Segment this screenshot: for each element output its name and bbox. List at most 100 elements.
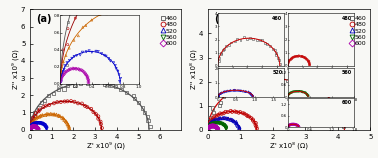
Point [98, 120, 104, 123]
Point [42, 125, 48, 127]
Point [39, 101, 45, 104]
Point [32, 118, 38, 121]
Text: (b): (b) [214, 14, 231, 24]
Point [34, 126, 40, 129]
Point [34, 116, 40, 118]
Point [43, 126, 49, 128]
Point [27, 125, 33, 128]
Point [222, 125, 228, 127]
Point [334, 102, 340, 105]
Point [206, 126, 212, 128]
Point [324, 93, 330, 96]
Point [232, 110, 238, 113]
Point [28, 125, 34, 128]
Point [253, 122, 259, 124]
Point [205, 128, 211, 130]
Point [28, 122, 34, 125]
Point [233, 111, 239, 113]
Point [109, 84, 115, 86]
Point [36, 110, 42, 113]
Point [209, 125, 215, 127]
Point [64, 100, 70, 103]
Point [28, 127, 34, 129]
Point [207, 124, 213, 127]
Point [35, 128, 41, 131]
Point [220, 95, 226, 98]
Point [41, 124, 47, 126]
Point [284, 79, 290, 82]
Point [29, 126, 35, 128]
Point [29, 120, 35, 123]
Point [231, 120, 237, 122]
Point [45, 94, 51, 97]
Point [34, 127, 40, 129]
Point [68, 100, 74, 102]
Point [205, 119, 211, 122]
Point [29, 123, 35, 125]
Point [208, 125, 214, 127]
Point [118, 88, 124, 91]
Point [209, 125, 215, 128]
Point [32, 125, 38, 128]
Point [43, 126, 49, 129]
Point [229, 111, 235, 113]
Point [218, 122, 224, 125]
Point [31, 125, 37, 128]
Point [29, 124, 36, 126]
Point [210, 117, 216, 119]
Point [213, 118, 219, 121]
Point [30, 117, 36, 119]
Point [327, 99, 333, 102]
Point [260, 78, 266, 80]
Point [236, 126, 242, 129]
Point [205, 127, 211, 130]
Point [207, 125, 213, 127]
Point [37, 122, 43, 124]
Point [85, 82, 91, 85]
Y-axis label: Z'' x10⁹ (Ω): Z'' x10⁹ (Ω) [12, 50, 20, 89]
Point [213, 122, 219, 124]
Point [221, 124, 227, 126]
Point [34, 127, 40, 129]
Point [50, 113, 56, 116]
Point [29, 125, 35, 127]
Point [205, 127, 211, 130]
Point [225, 117, 231, 120]
Point [210, 122, 216, 125]
Point [214, 126, 220, 129]
Point [207, 125, 213, 128]
Point [145, 119, 151, 122]
Point [223, 126, 229, 129]
Point [233, 122, 239, 124]
Point [220, 117, 226, 119]
Point [236, 127, 242, 130]
Point [208, 119, 214, 122]
Point [206, 126, 212, 128]
Point [206, 125, 212, 128]
Point [93, 113, 99, 115]
Point [206, 122, 212, 125]
Point [42, 124, 48, 127]
Point [205, 125, 211, 128]
Point [31, 112, 37, 114]
Point [215, 122, 221, 124]
Point [242, 112, 248, 115]
Point [223, 127, 229, 129]
Point [208, 123, 214, 126]
Point [113, 85, 119, 88]
Point [29, 126, 35, 128]
Point [64, 121, 70, 124]
Point [57, 115, 63, 117]
Y-axis label: Z'' x10⁸ (Ω): Z'' x10⁸ (Ω) [190, 50, 197, 89]
Point [213, 125, 219, 128]
Point [32, 115, 38, 117]
Point [34, 126, 40, 128]
Point [28, 126, 34, 128]
Point [78, 82, 84, 85]
Point [212, 122, 218, 125]
Point [215, 122, 222, 124]
Point [214, 122, 220, 124]
Point [65, 124, 71, 127]
Point [232, 120, 238, 123]
Point [207, 122, 213, 125]
